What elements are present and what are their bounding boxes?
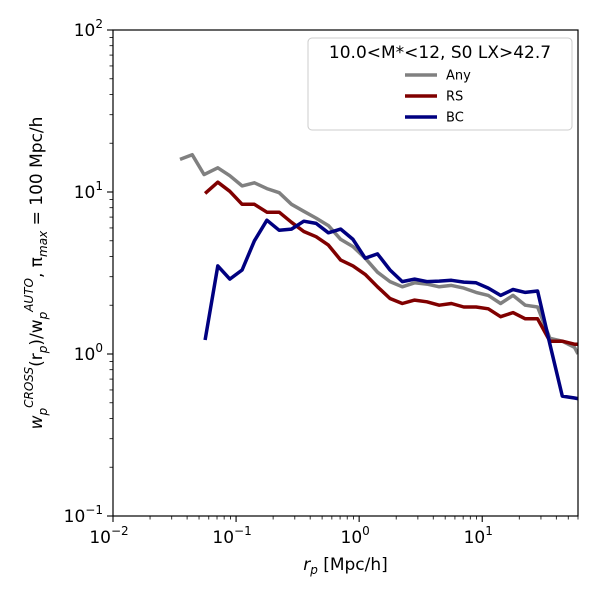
- legend-label-any: Any: [446, 69, 471, 84]
- legend-label-bc: BC: [446, 111, 464, 126]
- x-tick-label: 101: [464, 524, 493, 548]
- y-tick-label: 100: [74, 341, 103, 365]
- series-line-rs: [203, 180, 578, 346]
- x-tick-label: 100: [341, 524, 370, 548]
- x-tick-label: 10−1: [212, 524, 251, 548]
- series-line-bc: [203, 218, 578, 401]
- x-axis-label: rp [Mpc/h]: [303, 555, 388, 577]
- legend: 10.0<M*<12, S0 LX>42.7 Any RS BC: [307, 37, 573, 131]
- legend-title: 10.0<M*<12, S0 LX>42.7: [329, 43, 551, 63]
- legend-entries: Any RS BC: [405, 69, 471, 126]
- x-tick-label: 10−2: [89, 524, 128, 548]
- legend-label-rs: RS: [446, 90, 463, 105]
- series-line-any: [179, 152, 578, 355]
- y-axis-ticks: 10−1 100 101 102: [64, 17, 113, 527]
- series-lines: [179, 152, 578, 401]
- x-axis-ticks: 10−2 10−1 100 101: [89, 516, 579, 548]
- plot-frame: [112, 29, 579, 517]
- legend-box: [307, 37, 573, 131]
- y-tick-label: 102: [74, 17, 103, 41]
- y-tick-label: 10−1: [64, 503, 103, 527]
- y-tick-label: 101: [74, 179, 103, 203]
- y-axis-label: wpCROSS(rp)/wpAUTO, πmax = 100 Mpc/h: [22, 117, 50, 430]
